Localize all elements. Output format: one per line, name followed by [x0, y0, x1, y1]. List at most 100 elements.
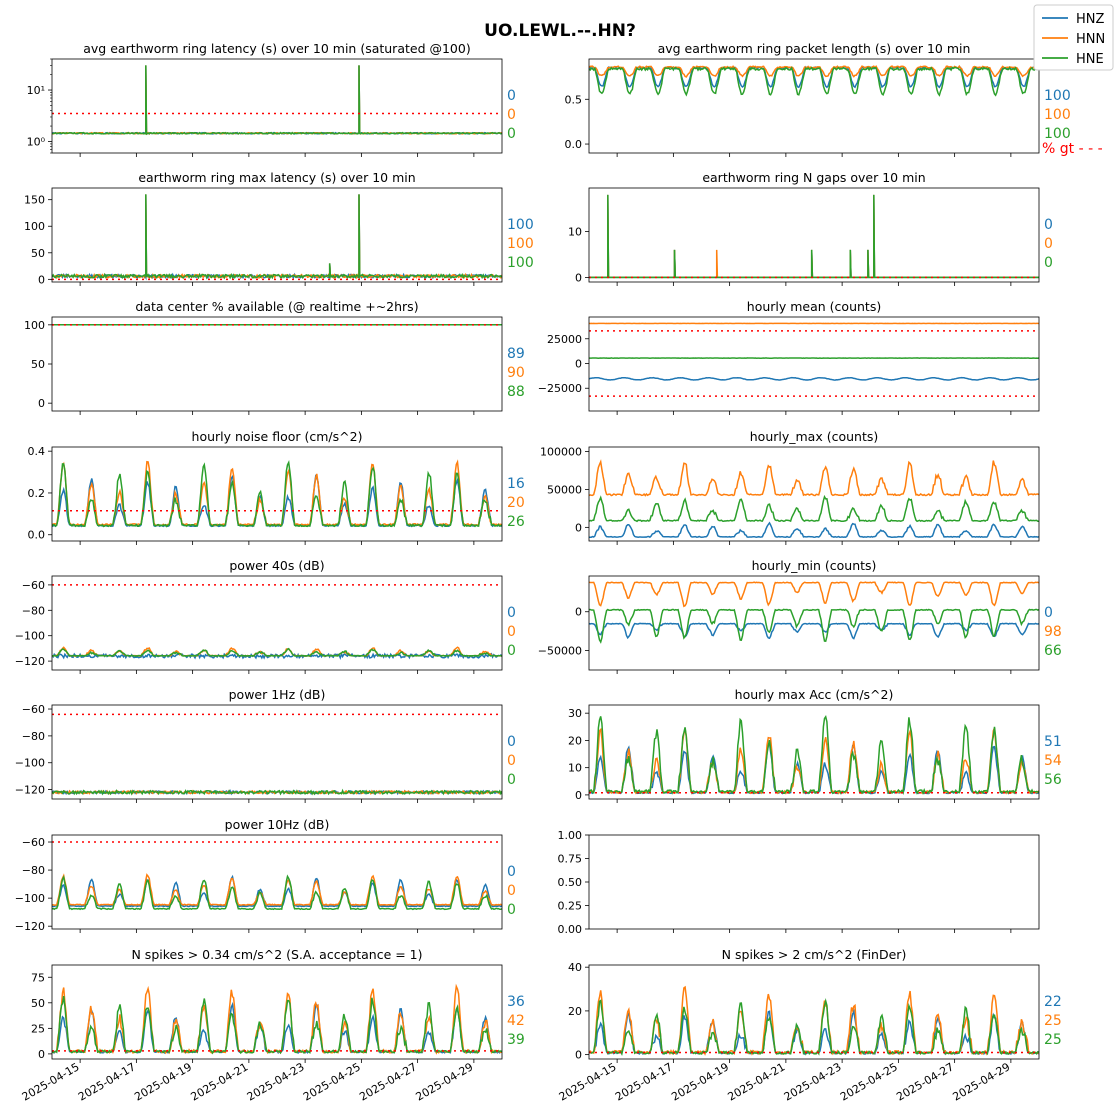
series-line-HNN	[52, 65, 502, 136]
pct-gt-HNN: 20	[507, 495, 525, 511]
series-line-HNZ	[52, 65, 502, 135]
pct-gt-HNE: 26	[507, 514, 525, 530]
pct-gt-HNN: 0	[1044, 236, 1053, 252]
y-tick-label: 10¹	[27, 84, 45, 97]
panel-title: power 40s (dB)	[229, 558, 324, 573]
x-tick-label: 2025-04-19	[669, 1060, 731, 1103]
y-tick-label: −100	[15, 892, 45, 905]
series-line-HNE	[52, 459, 502, 528]
x-tick-label: 2025-04-15	[557, 1060, 619, 1103]
plot-frame	[51, 964, 503, 1060]
panel-spk034: N spikes > 0.34 cm/s^2 (S.A. acceptance …	[20, 947, 525, 1104]
plot-frame	[588, 58, 1040, 154]
plot-frame	[51, 58, 503, 154]
plot-frame	[588, 316, 1040, 412]
y-tick-label: 50	[31, 997, 45, 1010]
plot-frame	[588, 187, 1040, 283]
y-tick-label: −120	[15, 784, 45, 797]
pct-gt-HNN: 25	[1044, 1013, 1062, 1029]
pct-gt-HNN: 90	[507, 365, 525, 381]
series-line-HNE	[52, 788, 502, 796]
x-tick-label: 2025-04-21	[726, 1060, 788, 1103]
y-tick-label: 0	[38, 1048, 45, 1061]
y-tick-label: 0.0	[565, 138, 583, 151]
series-line-HNZ	[589, 521, 1039, 539]
pct-gt-HNE: 0	[507, 126, 516, 142]
series-group	[52, 194, 502, 281]
pct-gt-HNN: 0	[507, 107, 516, 123]
panel-latency: avg earthworm ring latency (s) over 10 m…	[27, 41, 516, 157]
y-tick-label: 0.2	[28, 487, 46, 500]
series-line-HNE	[52, 194, 502, 281]
pct-gt-HNZ: 0	[1044, 605, 1053, 621]
panel-avail: data center % available (@ realtime +~2h…	[24, 299, 525, 415]
pct-gt-HNN: 0	[507, 624, 516, 640]
panel-p1: power 1Hz (dB) −60 −80 −100 −120 0 0 0	[15, 687, 516, 803]
series-line-HNZ	[589, 622, 1039, 640]
y-tick-label: 100000	[540, 446, 582, 459]
pct-gt-HNE: 0	[1044, 255, 1053, 271]
series-group	[589, 985, 1039, 1056]
pct-gt-HNN: 0	[507, 883, 516, 899]
y-tick-label: 0	[38, 397, 45, 410]
panel-title: hourly_max (counts)	[750, 429, 879, 444]
series-group	[52, 983, 502, 1055]
panel-hmean: hourly mean (counts) −25000 0 25000	[538, 299, 1040, 415]
y-tick-label: 10	[568, 762, 582, 775]
y-tick-label: 0.00	[558, 923, 583, 936]
series-group	[589, 715, 1039, 796]
y-tick-label: 0.4	[28, 445, 46, 458]
pct-gt-HNE: 25	[1044, 1032, 1062, 1048]
panel-title: N spikes > 0.34 cm/s^2 (S.A. acceptance …	[131, 947, 422, 962]
series-line-HNN	[589, 985, 1039, 1056]
pct-gt-HNN: 42	[507, 1013, 525, 1029]
series-line-HNE	[589, 194, 1039, 279]
x-tick-label: 2025-04-29	[951, 1060, 1013, 1103]
series-line-HNN	[589, 459, 1039, 497]
pct-gt-HNZ: 0	[507, 88, 516, 104]
pct-gt-HNZ: 0	[507, 734, 516, 750]
series-group	[52, 873, 502, 911]
y-tick-label: −80	[22, 864, 45, 877]
series-group	[589, 322, 1039, 381]
panel-title: hourly mean (counts)	[747, 299, 881, 314]
series-line-HNZ	[52, 874, 502, 908]
panel-title: hourly_min (counts)	[752, 558, 877, 573]
panel-title: hourly noise floor (cm/s^2)	[192, 429, 363, 444]
pct-gt-HNN: 100	[507, 236, 534, 252]
x-tick-label: 2025-04-25	[838, 1060, 900, 1103]
panel-title: avg earthworm ring packet length (s) ove…	[658, 41, 971, 56]
x-tick-label: 2025-04-27	[894, 1060, 956, 1103]
plot-frame	[51, 446, 503, 542]
x-tick-label: 2025-04-21	[189, 1060, 251, 1103]
plot-frame	[51, 187, 503, 283]
series-line-HNE	[52, 874, 502, 911]
series-group	[589, 64, 1039, 97]
y-tick-label: 0	[575, 271, 582, 284]
series-line-HNN	[589, 581, 1039, 608]
series-group	[52, 788, 502, 796]
y-tick-label: 0	[575, 606, 582, 619]
y-tick-label: 10	[568, 226, 582, 239]
legend-label-HNE: HNE	[1076, 52, 1104, 67]
panel-p40: power 40s (dB) −60 −80 −100 −120 0 0 0	[15, 558, 516, 674]
pct-gt-HNE: 100	[1044, 126, 1071, 142]
pct-gt-HNZ: 100	[1044, 88, 1071, 104]
panel-maxlat: earthworm ring max latency (s) over 10 m…	[24, 170, 534, 286]
series-line-HNZ	[589, 194, 1039, 279]
series-line-HNN	[52, 873, 502, 907]
series-group	[589, 194, 1039, 279]
pct-gt-HNZ: 89	[507, 346, 525, 362]
y-tick-label: 25000	[547, 333, 582, 346]
y-tick-label: 0.0	[28, 529, 46, 542]
x-tick-label: 2025-04-17	[76, 1060, 138, 1103]
y-tick-label: 0.75	[558, 853, 583, 866]
pct-gt-HNE: 56	[1044, 772, 1062, 788]
y-tick-label: −120	[15, 655, 45, 668]
series-line-HNE	[589, 494, 1039, 523]
series-line-HNE	[589, 715, 1039, 796]
x-tick-label: 2025-04-25	[301, 1060, 363, 1103]
series-line-HNE	[589, 998, 1039, 1056]
series-line-HNZ	[589, 376, 1039, 381]
